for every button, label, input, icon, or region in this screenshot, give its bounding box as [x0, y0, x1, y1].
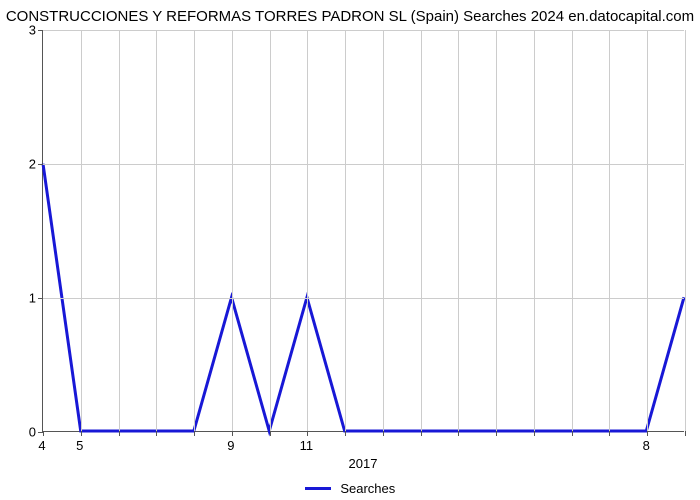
x-tick — [496, 431, 497, 436]
y-tick — [38, 298, 43, 299]
y-tick — [38, 164, 43, 165]
gridline-vertical — [647, 30, 648, 431]
x-tick-label: 4 — [38, 438, 45, 453]
x-tick — [119, 431, 120, 436]
y-tick-label: 3 — [8, 23, 36, 38]
gridline-horizontal — [43, 30, 684, 31]
x-tick-label: 11 — [300, 438, 314, 453]
gridline-vertical — [232, 30, 233, 431]
chart-title: CONSTRUCCIONES Y REFORMAS TORRES PADRON … — [0, 8, 700, 25]
gridline-vertical — [496, 30, 497, 431]
x-tick — [270, 431, 271, 436]
gridline-vertical — [458, 30, 459, 431]
legend-label: Searches — [340, 481, 395, 496]
legend: Searches — [0, 480, 700, 496]
x-tick — [458, 431, 459, 436]
y-tick — [38, 432, 43, 433]
gridline-vertical — [345, 30, 346, 431]
x-tick-label: 5 — [76, 438, 83, 453]
y-tick-label: 0 — [8, 425, 36, 440]
x-tick — [421, 431, 422, 436]
y-tick-label: 1 — [8, 291, 36, 306]
y-tick-label: 2 — [8, 157, 36, 172]
x-tick-label: 9 — [227, 438, 234, 453]
gridline-horizontal — [43, 164, 684, 165]
gridline-vertical — [685, 30, 686, 431]
legend-swatch — [305, 487, 331, 490]
gridline-vertical — [270, 30, 271, 431]
gridline-vertical — [307, 30, 308, 431]
x-tick-label: 8 — [643, 438, 650, 453]
gridline-vertical — [119, 30, 120, 431]
y-tick — [38, 30, 43, 31]
gridline-vertical — [383, 30, 384, 431]
x-tick — [685, 431, 686, 436]
x-tick — [232, 431, 233, 436]
gridline-horizontal — [43, 298, 684, 299]
x-secondary-label: 2017 — [349, 456, 378, 471]
gridline-vertical — [81, 30, 82, 431]
x-tick — [307, 431, 308, 436]
gridline-vertical — [534, 30, 535, 431]
gridline-vertical — [609, 30, 610, 431]
line-series-svg — [43, 30, 684, 431]
x-tick — [345, 431, 346, 436]
gridline-vertical — [572, 30, 573, 431]
x-tick — [609, 431, 610, 436]
x-tick — [572, 431, 573, 436]
x-tick — [43, 431, 44, 436]
x-tick — [194, 431, 195, 436]
x-tick — [156, 431, 157, 436]
x-tick — [534, 431, 535, 436]
gridline-vertical — [194, 30, 195, 431]
x-tick — [81, 431, 82, 436]
gridline-vertical — [156, 30, 157, 431]
x-tick — [647, 431, 648, 436]
x-tick — [383, 431, 384, 436]
gridline-vertical — [421, 30, 422, 431]
chart-plot-area — [42, 30, 684, 432]
